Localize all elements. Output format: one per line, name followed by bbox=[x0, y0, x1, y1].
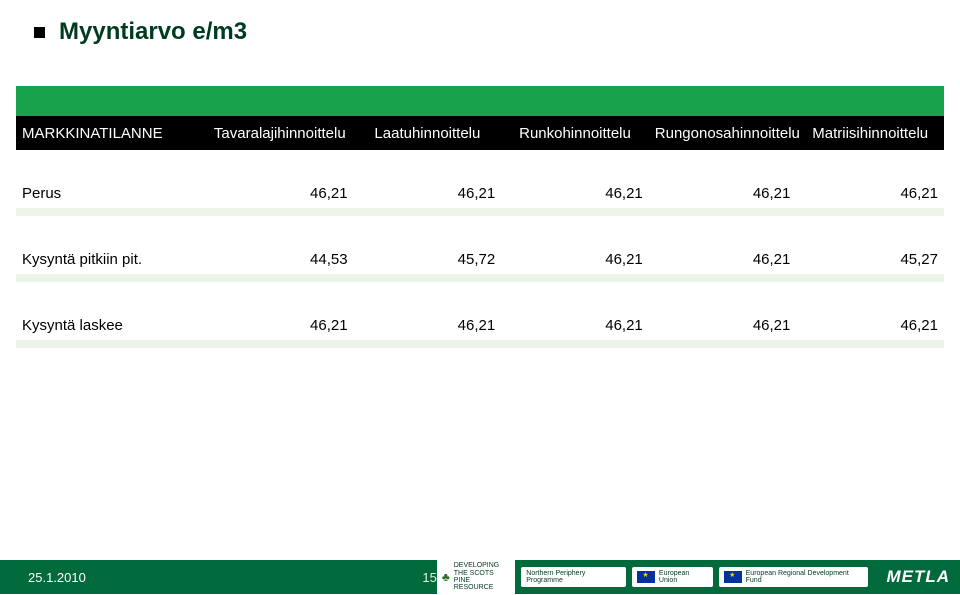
row-value: 46,21 bbox=[354, 178, 502, 208]
col-laatu: Laatuhinnoittelu bbox=[354, 116, 502, 150]
npp-text: Northern Periphery Programme bbox=[526, 570, 621, 585]
title-row: Myyntiarvo e/m3 bbox=[0, 0, 960, 46]
footer-bar: 25.1.2010 15 ♣ DEVELOPING THE SCOTS PINE… bbox=[0, 560, 960, 594]
table-row: Perus 46,21 46,21 46,21 46,21 46,21 bbox=[16, 178, 944, 208]
table-separator bbox=[16, 274, 944, 282]
row-label: Perus bbox=[16, 178, 206, 208]
col-runko: Runkohinnoittelu bbox=[501, 116, 649, 150]
scots-pine-logo: ♣ DEVELOPING THE SCOTS PINE RESOURCE bbox=[437, 559, 515, 594]
row-value: 46,21 bbox=[501, 178, 649, 208]
eu-logo-2: European Regional Development Fund bbox=[719, 567, 868, 588]
table-top-bar bbox=[16, 86, 944, 116]
row-value: 46,21 bbox=[501, 244, 649, 274]
eu-text: European Union bbox=[659, 570, 708, 585]
row-label: Kysyntä laskee bbox=[16, 310, 206, 340]
footer-logos: ♣ DEVELOPING THE SCOTS PINE RESOURCE Nor… bbox=[437, 559, 960, 594]
row-value: 45,72 bbox=[354, 244, 502, 274]
table-header-row: MARKKINATILANNE Tavaralajihinnoittelu La… bbox=[16, 116, 944, 150]
metla-logo: METLA bbox=[886, 567, 950, 587]
col-rungonosa: Rungonosahinnoittelu bbox=[649, 116, 797, 150]
eu-flag-icon bbox=[724, 571, 742, 583]
row-value: 45,27 bbox=[796, 244, 944, 274]
title-bullet-icon bbox=[34, 27, 45, 38]
footer-date: 25.1.2010 bbox=[0, 570, 422, 585]
row-value: 44,53 bbox=[206, 244, 354, 274]
page-title: Myyntiarvo e/m3 bbox=[59, 18, 247, 46]
eu-logo-1: European Union bbox=[632, 567, 713, 588]
npp-logo: Northern Periphery Programme bbox=[521, 567, 626, 588]
row-value: 46,21 bbox=[649, 310, 797, 340]
scots-line: THE SCOTS PINE bbox=[454, 570, 511, 585]
row-value: 46,21 bbox=[649, 178, 797, 208]
pricing-table: MARKKINATILANNE Tavaralajihinnoittelu La… bbox=[16, 86, 944, 348]
table-row: Kysyntä laskee 46,21 46,21 46,21 46,21 4… bbox=[16, 310, 944, 340]
tree-icon: ♣ bbox=[442, 571, 450, 584]
table-row: Kysyntä pitkiin pit. 44,53 45,72 46,21 4… bbox=[16, 244, 944, 274]
row-value: 46,21 bbox=[206, 310, 354, 340]
table-separator bbox=[16, 208, 944, 216]
row-value: 46,21 bbox=[501, 310, 649, 340]
row-value: 46,21 bbox=[206, 178, 354, 208]
scots-line: RESOURCE bbox=[454, 584, 511, 591]
eu-flag-icon bbox=[637, 571, 655, 583]
col-matriisi: Matriisihinnoittelu bbox=[796, 116, 944, 150]
row-label: Kysyntä pitkiin pit. bbox=[16, 244, 206, 274]
table-separator bbox=[16, 340, 944, 348]
col-markkinatilanne: MARKKINATILANNE bbox=[16, 116, 206, 150]
eu-text: European Regional Development Fund bbox=[746, 570, 864, 585]
row-value: 46,21 bbox=[796, 310, 944, 340]
row-value: 46,21 bbox=[796, 178, 944, 208]
footer-page-number: 15 bbox=[422, 570, 436, 585]
row-value: 46,21 bbox=[649, 244, 797, 274]
scots-line: DEVELOPING bbox=[454, 562, 511, 569]
col-tavaralaji: Tavaralajihinnoittelu bbox=[206, 116, 354, 150]
row-value: 46,21 bbox=[354, 310, 502, 340]
